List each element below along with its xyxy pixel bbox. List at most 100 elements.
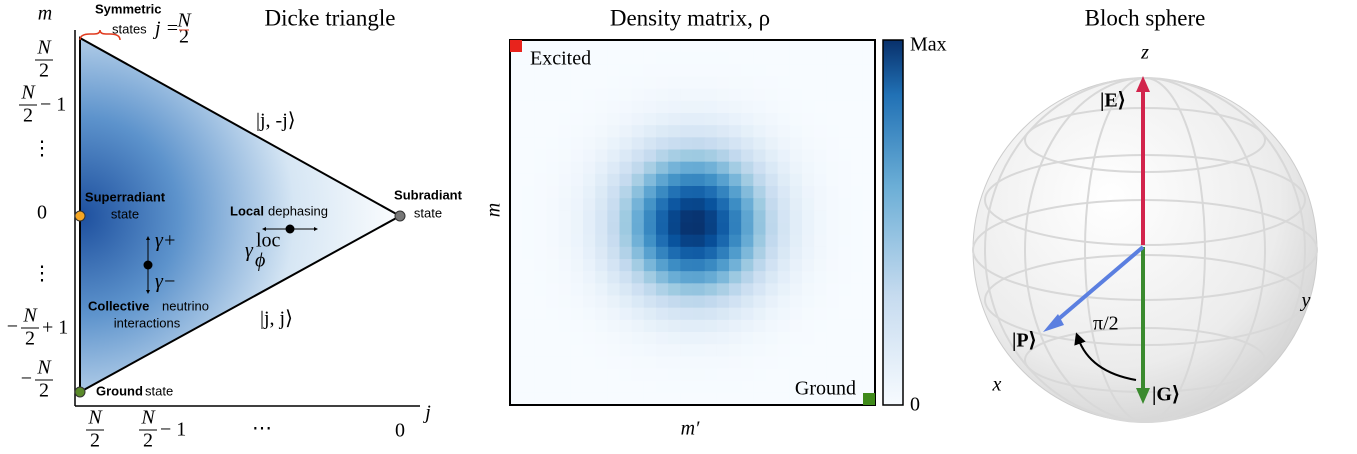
matrix-cell — [741, 64, 754, 77]
matrix-cell — [850, 52, 864, 65]
matrix-cell — [558, 356, 572, 369]
matrix-cell — [656, 186, 669, 199]
matrix-cell — [583, 344, 596, 357]
matrix-cell — [570, 380, 584, 394]
matrix-cell — [826, 246, 839, 260]
matrix-cell — [619, 210, 633, 223]
matrix-cell — [607, 198, 620, 211]
matrix-cell — [741, 332, 754, 345]
matrix-cell — [595, 198, 608, 211]
matrix-cell — [838, 392, 852, 406]
matrix-cell — [826, 222, 839, 236]
matrix-cell — [692, 161, 706, 175]
local-rate: γ — [245, 240, 254, 262]
matrix-cell — [802, 100, 815, 114]
matrix-cell — [850, 246, 864, 260]
matrix-cell — [558, 295, 572, 309]
matrix-cell — [850, 283, 864, 296]
matrix-cell — [850, 100, 864, 114]
matrix-cell — [595, 113, 608, 126]
ground-label: Ground — [96, 383, 143, 398]
matrix-cell — [546, 259, 560, 272]
matrix-cell — [789, 344, 803, 357]
local-rate: ϕ — [255, 250, 265, 272]
matrix-cell — [765, 295, 779, 309]
matrix-cell — [680, 392, 693, 406]
matrix-cell — [643, 100, 657, 114]
local-dot — [285, 224, 295, 234]
matrix-cell — [534, 283, 547, 296]
matrix-cell — [546, 149, 560, 163]
matrix-cell — [595, 356, 608, 369]
matrix-cell — [850, 113, 864, 126]
matrix-cell — [777, 380, 791, 394]
matrix-cell — [802, 88, 815, 102]
matrix-cell — [826, 149, 839, 163]
matrix-cell — [558, 222, 572, 236]
matrix-cell — [510, 137, 523, 150]
matrix-cell — [850, 161, 864, 175]
matrix-cell — [741, 137, 754, 150]
matrix-cell — [643, 283, 657, 296]
matrix-cell — [765, 149, 779, 163]
matrix-cell — [510, 307, 523, 321]
matrix-cell — [546, 356, 560, 369]
matrix-cell — [546, 332, 560, 345]
matrix-cell — [765, 307, 779, 321]
matrix-cell — [741, 380, 754, 394]
matrix-cell — [619, 173, 633, 187]
matrix-cell — [862, 259, 876, 272]
matrix-cell — [850, 344, 864, 357]
matrix-cell — [765, 271, 779, 284]
matrix-cell — [668, 246, 681, 260]
matrix-cell — [570, 186, 584, 199]
matrix-cell — [558, 392, 572, 406]
ket-label: |j, -j⟩ — [256, 110, 296, 132]
matrix-cell — [704, 271, 718, 284]
matrix-cell — [802, 319, 815, 333]
matrix-cell — [680, 113, 693, 126]
matrix-cell — [668, 137, 681, 150]
matrix-cell — [789, 100, 803, 114]
matrix-cell — [570, 161, 584, 175]
matrix-cell — [741, 198, 754, 211]
matrix-cell — [558, 52, 572, 65]
matrix-cell — [692, 149, 706, 163]
matrix-cell — [583, 332, 596, 345]
matrix-cell — [826, 380, 839, 394]
state-label: |G⟩ — [1152, 384, 1180, 406]
matrix-cell — [814, 368, 827, 382]
matrix-cell — [607, 246, 620, 260]
matrix-cell — [656, 295, 669, 309]
matrix-cell — [826, 307, 839, 321]
matrix-cell — [789, 52, 803, 65]
matrix-cell — [862, 368, 876, 382]
matrix-cell — [510, 392, 523, 406]
x-tick-label: 0 — [395, 420, 405, 442]
matrix-cell — [802, 149, 815, 163]
matrix-cell — [838, 319, 852, 333]
collective-label: neutrino — [162, 298, 209, 313]
matrix-cell — [656, 198, 669, 211]
matrix-cell — [777, 173, 791, 187]
matrix-cell — [777, 64, 791, 77]
matrix-cell — [729, 246, 742, 260]
matrix-cell — [753, 246, 766, 260]
y-tick-label: N — [36, 357, 52, 379]
matrix-cell — [838, 307, 852, 321]
collective-label: interactions — [114, 315, 181, 330]
matrix-cell — [729, 332, 742, 345]
matrix-cell — [777, 100, 791, 114]
matrix-cell — [656, 259, 669, 272]
angle-label: π/2 — [1093, 313, 1119, 335]
matrix-cell — [534, 173, 547, 187]
matrix-cell — [789, 149, 803, 163]
matrix-cell — [692, 40, 706, 53]
matrix-cell — [765, 88, 779, 102]
matrix-cell — [570, 368, 584, 382]
matrix-cell — [668, 161, 681, 175]
matrix-cell — [789, 64, 803, 77]
matrix-cell — [729, 259, 742, 272]
matrix-cell — [741, 295, 754, 309]
matrix-cell — [570, 234, 584, 248]
